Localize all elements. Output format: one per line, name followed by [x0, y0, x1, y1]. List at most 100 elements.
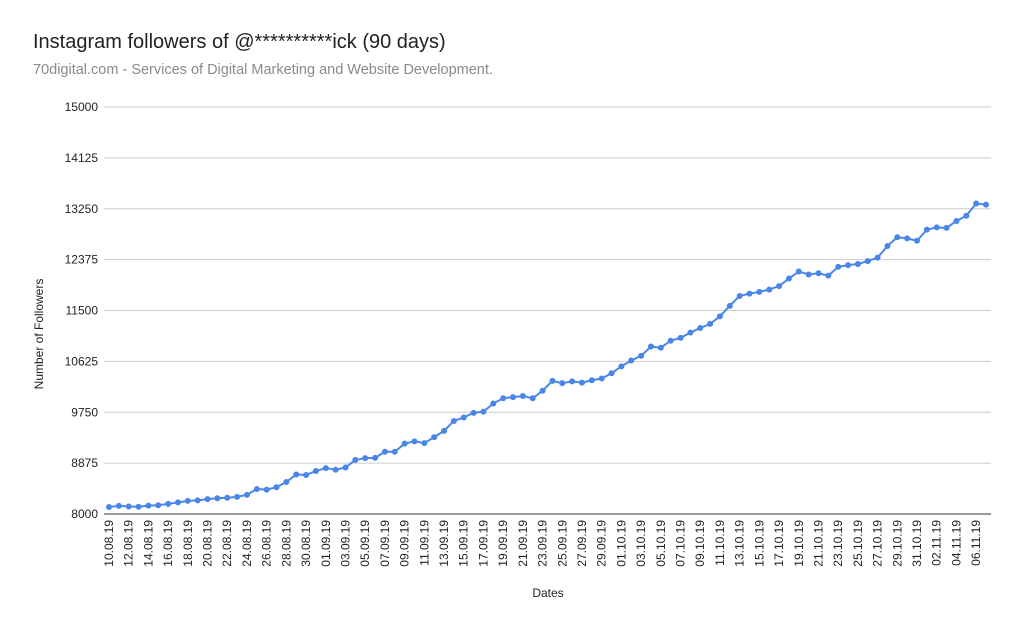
series-line [108, 202, 987, 509]
data-point [569, 378, 576, 385]
data-point [628, 357, 635, 364]
y-tick-label: 13250 [65, 202, 99, 216]
data-point [657, 344, 664, 351]
data-point [973, 200, 980, 207]
data-point [283, 479, 290, 486]
data-point [677, 334, 684, 341]
data-point [401, 440, 408, 447]
y-tick-label: 14125 [65, 151, 99, 165]
gridlines [104, 106, 991, 515]
x-tick-label: 11.10.19 [713, 520, 727, 566]
data-point [598, 375, 605, 382]
data-point [815, 270, 822, 277]
x-tick-label: 23.09.19 [536, 520, 550, 567]
x-tick-label: 19.10.19 [792, 520, 806, 567]
data-point [194, 497, 201, 504]
x-axis-ticks: 10.08.19 12.08.19 14.08.19 16.08.19 18.08.19… [102, 520, 983, 567]
x-tick-label: 01.10.19 [614, 520, 628, 567]
data-point [165, 500, 172, 507]
data-point [943, 224, 950, 231]
x-tick-label: 04.11.19 [949, 520, 963, 566]
data-point [431, 434, 438, 441]
data-point [381, 448, 388, 455]
data-point [578, 379, 585, 386]
data-point [588, 377, 595, 384]
data-point [776, 283, 783, 290]
x-tick-label: 21.10.19 [811, 520, 825, 567]
data-point [914, 237, 921, 244]
data-point [854, 260, 861, 267]
data-point [618, 363, 625, 370]
data-point [953, 217, 960, 224]
data-point [785, 275, 792, 282]
data-point [736, 292, 743, 299]
data-point [746, 290, 753, 297]
x-tick-label: 13.09.19 [437, 520, 451, 567]
x-tick-label: 29.10.19 [890, 520, 904, 567]
data-point [145, 502, 152, 509]
data-point [835, 263, 842, 270]
x-tick-label: 19.09.19 [496, 520, 510, 567]
data-point [224, 494, 231, 501]
data-point [332, 466, 339, 473]
data-point [726, 302, 733, 309]
data-point [894, 234, 901, 241]
data-point [115, 502, 122, 509]
data-point [647, 343, 654, 350]
data-point [106, 504, 112, 511]
x-axis-title: Dates [532, 586, 563, 600]
y-tick-label: 8000 [71, 507, 98, 521]
x-tick-label: 23.10.19 [831, 520, 845, 567]
data-point [303, 472, 310, 479]
data-point [460, 414, 467, 421]
data-point [263, 486, 270, 493]
data-point [845, 262, 852, 269]
x-tick-label: 22.08.19 [220, 520, 234, 567]
data-point [864, 258, 871, 265]
chart-subtitle: 70digital.com - Services of Digital Mark… [33, 62, 493, 78]
x-tick-label: 27.09.19 [575, 520, 589, 567]
data-point [342, 464, 349, 471]
data-point [638, 352, 645, 359]
x-tick-label: 15.10.19 [752, 520, 766, 567]
y-axis-title: Number of Followers [32, 279, 46, 390]
x-tick-label: 03.09.19 [338, 520, 352, 567]
data-point [904, 235, 911, 242]
x-tick-label: 17.09.19 [476, 520, 490, 567]
data-point [707, 320, 714, 327]
data-point [490, 400, 497, 407]
data-point [559, 380, 566, 387]
series-group [106, 200, 989, 511]
data-point [510, 394, 517, 401]
x-tick-label: 25.09.19 [555, 520, 569, 567]
x-tick-label: 30.08.19 [299, 520, 313, 567]
x-tick-label: 07.10.19 [674, 520, 688, 567]
data-point [125, 503, 132, 510]
data-point [214, 495, 221, 502]
x-tick-label: 01.09.19 [319, 520, 333, 567]
x-tick-label: 25.10.19 [851, 520, 865, 567]
x-tick-label: 24.08.19 [240, 520, 254, 567]
data-point [884, 242, 891, 249]
y-tick-label: 11500 [66, 304, 99, 318]
data-point [411, 438, 418, 445]
data-point [470, 409, 477, 416]
x-tick-label: 28.08.19 [279, 520, 293, 567]
data-point [184, 497, 191, 504]
data-point [293, 471, 300, 478]
data-point [756, 288, 763, 295]
data-point [253, 485, 260, 492]
y-tick-label: 9750 [71, 405, 98, 419]
data-point [135, 503, 142, 510]
data-point [480, 408, 487, 415]
data-point [805, 271, 812, 278]
data-point [983, 201, 989, 208]
data-point [273, 484, 280, 491]
data-point [312, 467, 319, 474]
x-tick-label: 12.08.19 [122, 520, 136, 567]
data-point [825, 272, 832, 279]
data-point [421, 440, 428, 447]
data-point [529, 395, 536, 402]
x-tick-label: 10.08.19 [102, 520, 116, 567]
